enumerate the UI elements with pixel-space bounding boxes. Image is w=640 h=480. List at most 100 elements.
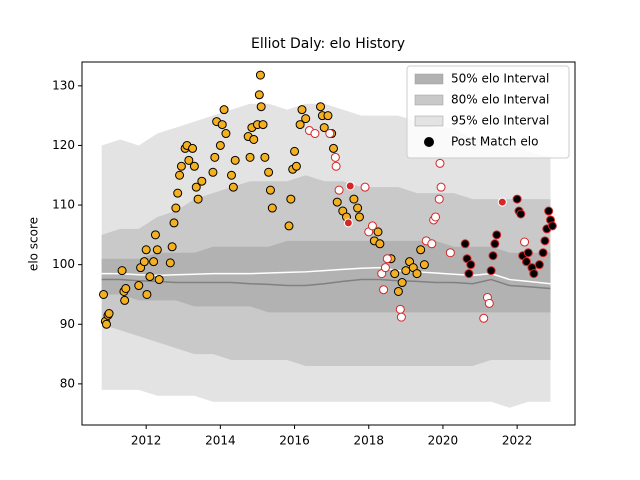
elo-point: [121, 284, 131, 294]
legend: 50% elo Interval 80% elo Interval 95% elo …: [406, 65, 570, 159]
elo-point: [219, 105, 229, 115]
legend-swatch: [414, 73, 444, 85]
elo-point: [323, 111, 333, 121]
elo-point: [397, 278, 407, 288]
elo-point: [101, 319, 111, 329]
elo-point: [353, 203, 363, 213]
elo-point: [325, 129, 335, 139]
axes-frame: [81, 61, 576, 426]
elo-point: [189, 161, 199, 171]
y-tick-label: 110: [52, 198, 75, 212]
elo-point: [191, 182, 201, 192]
y-axis-label: elo score: [27, 217, 41, 271]
elo-point: [434, 194, 444, 204]
elo-point: [295, 120, 305, 130]
legend-label: 50% elo Interval: [451, 72, 549, 86]
elo-point: [221, 129, 231, 139]
elo-point: [284, 221, 294, 231]
legend-label: 80% elo Interval: [451, 93, 549, 107]
elo-point: [382, 254, 392, 264]
elo-point: [360, 182, 370, 192]
elo-point: [316, 102, 326, 112]
elo-point: [419, 260, 429, 270]
elo-point: [330, 152, 340, 162]
elo-point: [165, 258, 175, 268]
elo-point: [256, 102, 266, 112]
elo-point: [175, 170, 185, 180]
elo-point: [134, 281, 144, 291]
elo-point: [329, 143, 339, 153]
elo-point: [534, 260, 544, 270]
elo-point: [145, 272, 155, 282]
elo-point: [301, 114, 311, 124]
elo-point: [390, 269, 400, 279]
elo-point: [188, 143, 198, 153]
elo-point: [436, 182, 446, 192]
elo-point: [167, 242, 177, 252]
elo-point: [512, 194, 522, 204]
elo-point: [484, 298, 494, 308]
y-tick-label: 130: [52, 78, 75, 92]
elo-point: [466, 260, 476, 270]
elo-point: [290, 146, 300, 156]
x-tick-label: 2012: [131, 434, 162, 448]
x-tick-label: 2020: [428, 434, 459, 448]
elo-point: [215, 140, 225, 150]
elo-point: [375, 239, 385, 249]
elo-point: [210, 152, 220, 162]
elo-point: [460, 239, 470, 249]
elo-point: [297, 105, 307, 115]
elo-point: [171, 203, 181, 213]
elo-point: [412, 269, 422, 279]
elo-point: [208, 167, 218, 177]
elo-point: [479, 313, 489, 323]
elo-point: [104, 309, 114, 319]
elo-point: [217, 120, 227, 130]
elo-point: [319, 123, 329, 133]
legend-swatch: [414, 94, 444, 106]
elo-point: [141, 245, 151, 255]
x-tick-label: 2022: [502, 434, 533, 448]
elo-point: [345, 181, 355, 191]
elo-point: [331, 161, 341, 171]
elo-point: [226, 170, 236, 180]
interval-band: [101, 240, 551, 313]
elo-point: [332, 197, 342, 207]
elo-point: [120, 295, 130, 305]
elo-point: [373, 227, 383, 237]
elo-point: [538, 248, 548, 258]
elo-point: [393, 286, 403, 296]
elo-point: [431, 212, 441, 222]
elo-point: [464, 269, 474, 279]
elo-point: [264, 167, 274, 177]
elo-point: [291, 161, 301, 171]
elo-point: [427, 239, 437, 249]
elo-point: [521, 257, 531, 267]
legend-label: 95% elo Interval: [451, 114, 549, 128]
elo-point: [255, 70, 265, 80]
elo-point: [379, 285, 389, 295]
elo-point: [354, 212, 364, 222]
elo-point: [310, 129, 320, 139]
legend-label: Post Match elo: [451, 135, 538, 149]
elo-point: [149, 257, 159, 267]
elo-point: [139, 257, 149, 267]
elo-point: [486, 266, 496, 276]
elo-point: [334, 185, 344, 195]
elo-point: [258, 120, 268, 130]
elo-point: [349, 194, 359, 204]
elo-point: [152, 245, 162, 255]
elo-point: [230, 155, 240, 165]
elo-point: [488, 251, 498, 261]
chart-title: Elliot Daly: elo History: [251, 36, 405, 52]
elo-point: [176, 161, 186, 171]
elo-point: [169, 218, 179, 228]
elo-point: [265, 185, 275, 195]
elo-point: [516, 209, 526, 219]
elo-point: [142, 289, 152, 299]
elo-point: [117, 266, 127, 276]
legend-swatch: [414, 115, 444, 127]
elo-point: [445, 248, 455, 258]
elo-point: [173, 188, 183, 198]
